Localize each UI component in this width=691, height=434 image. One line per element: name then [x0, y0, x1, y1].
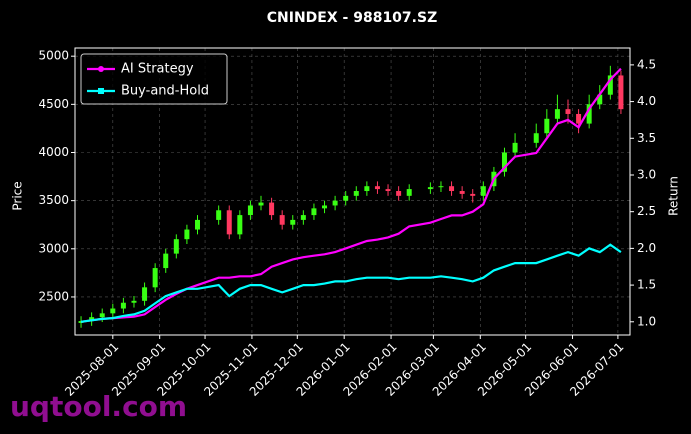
candle-body — [618, 75, 624, 110]
y-tick-label: 2500 — [38, 289, 69, 303]
series-line — [80, 243, 622, 323]
candle-body — [459, 191, 465, 194]
candle-body — [311, 208, 317, 216]
y2-tick-label: 4.5 — [637, 57, 656, 71]
y-tick-label: 5000 — [38, 49, 69, 63]
candle-body — [480, 186, 486, 196]
candle-body — [364, 186, 370, 192]
candle-body — [396, 191, 402, 196]
y2-tick-label: 4.0 — [637, 94, 656, 108]
y-tick-label: 4000 — [38, 145, 69, 159]
candle-body — [501, 152, 507, 172]
candle-body — [470, 193, 476, 196]
candle-body — [163, 253, 169, 269]
candle-body — [322, 205, 328, 209]
candle-body — [184, 229, 190, 240]
y2-tick-label: 2.5 — [637, 204, 656, 218]
candle-body — [512, 142, 518, 153]
candle-body — [353, 191, 359, 196]
candle-body — [554, 109, 560, 119]
candle-body — [258, 202, 264, 206]
y2-tick-label: 3.5 — [637, 131, 656, 145]
candle-body — [120, 302, 126, 309]
candle-body — [449, 186, 455, 192]
y2-axis-label: Return — [667, 176, 681, 216]
candle-body — [152, 268, 158, 288]
candle-body — [194, 219, 200, 230]
y2-tick-label: 2.0 — [637, 241, 656, 255]
legend-label: Buy-and-Hold — [121, 84, 209, 99]
candle-body — [216, 210, 222, 220]
candle-body — [269, 202, 275, 216]
candle-body — [533, 133, 539, 143]
candle-body — [607, 75, 613, 95]
candle-body — [131, 300, 137, 303]
watermark: uqtool.com — [10, 390, 187, 423]
candle-body — [544, 118, 550, 134]
candle-body — [427, 187, 433, 190]
candle-body — [343, 195, 349, 201]
candle-body — [290, 219, 296, 225]
candle-body — [226, 210, 232, 235]
candle-body — [586, 104, 592, 124]
y-tick-label: 4500 — [38, 97, 69, 111]
legend-label: AI Strategy — [121, 62, 194, 77]
candle-body — [597, 94, 603, 105]
candle-body — [332, 200, 338, 206]
chart-title: CNINDEX - 988107.SZ — [267, 10, 437, 26]
y-tick-label: 3500 — [38, 193, 69, 207]
legend-marker — [98, 88, 104, 94]
candle-body — [406, 189, 412, 196]
candle-body — [173, 239, 179, 254]
candle-body — [110, 308, 116, 314]
series-line — [80, 67, 622, 323]
legend-box — [80, 53, 228, 105]
y2-tick-label: 3.0 — [637, 167, 656, 181]
plot-frame — [74, 47, 631, 336]
candle-body — [237, 215, 243, 235]
candle-body — [565, 109, 571, 114]
candle-body — [279, 215, 285, 225]
candle-body — [89, 317, 95, 322]
y2-tick-label: 1.0 — [637, 314, 656, 328]
candle-body — [374, 186, 380, 190]
candle-body — [99, 313, 105, 318]
y2-tick-label: 1.5 — [637, 278, 656, 292]
legend-marker — [98, 66, 104, 72]
y-tick-label: 3000 — [38, 241, 69, 255]
y-axis-label: Price — [11, 181, 25, 210]
candle-body — [300, 215, 306, 220]
candle-body — [247, 205, 253, 216]
candle-body — [438, 186, 444, 188]
candle-body — [385, 189, 391, 192]
candle-body — [576, 113, 582, 124]
candle-body — [142, 287, 148, 301]
